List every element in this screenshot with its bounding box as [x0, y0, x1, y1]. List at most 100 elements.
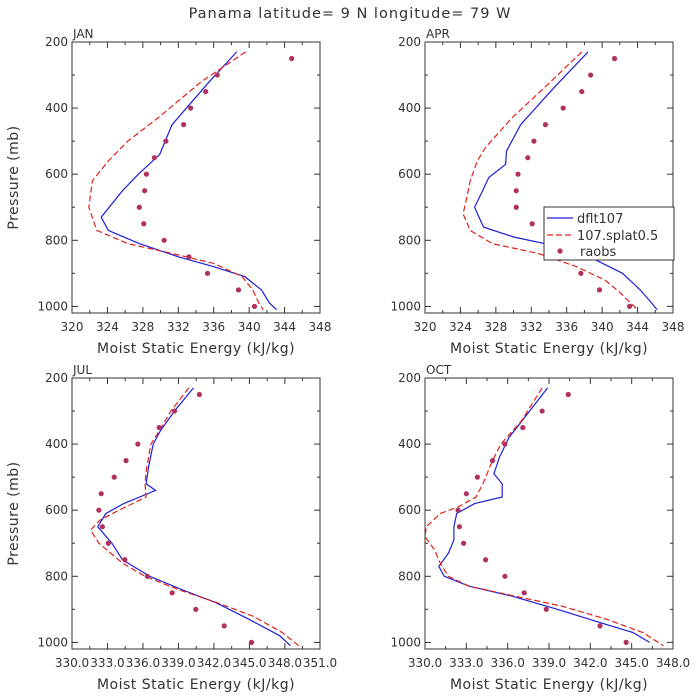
x-axis-label: Moist Static Energy (kJ/kg): [97, 341, 295, 357]
raobs-point: [169, 590, 175, 596]
y-tick-label: 200: [398, 371, 421, 385]
raobs-point: [186, 254, 192, 260]
raobs-point: [111, 474, 117, 480]
y-tick-label: 400: [398, 101, 421, 115]
plot-area: [89, 387, 300, 647]
raobs-point: [161, 237, 167, 243]
x-tick-label: 345.0: [614, 656, 648, 670]
x-tick-label: 324: [449, 320, 472, 334]
series-line-dflt107: [473, 51, 658, 311]
plot-area: [462, 51, 658, 311]
raobs-point: [565, 391, 571, 398]
y-tick-label: 600: [398, 503, 421, 517]
raobs-point: [98, 491, 104, 497]
raobs-point: [456, 524, 463, 530]
y-tick-label: 1000: [37, 635, 68, 649]
raobs-point: [515, 171, 521, 177]
x-tick-label: 336.0: [126, 656, 160, 670]
y-tick-label: 600: [398, 167, 421, 181]
raobs-point: [543, 606, 549, 612]
raobs-point: [181, 122, 187, 128]
raobs-point: [513, 204, 519, 210]
raobs-point: [483, 557, 489, 563]
series-line-107-splat0-5: [462, 51, 639, 311]
y-tick-label: 200: [45, 35, 68, 49]
raobs-point: [460, 540, 467, 546]
raobs-point: [214, 72, 220, 78]
x-tick-label: 333.0: [449, 656, 483, 670]
x-tick-label: 348: [662, 320, 685, 334]
x-tick-label: 340: [238, 320, 261, 334]
legend-swatch-3: [557, 248, 563, 254]
raobs-point: [188, 105, 194, 111]
y-tick-label: 800: [45, 569, 68, 583]
raobs-point: [542, 122, 549, 128]
raobs-point: [141, 221, 147, 227]
raobs-point: [578, 270, 584, 276]
plot-area: [88, 51, 295, 311]
raobs-point: [521, 590, 527, 596]
raobs-point: [513, 188, 519, 194]
raobs-point: [596, 287, 603, 293]
plot-frame: [424, 377, 674, 650]
panel-apr: APR 320 324 328 332 336 340 344 348 200 400 600 800 1…: [390, 27, 684, 357]
legend-label: dflt107: [577, 212, 623, 227]
y-tick-label: 400: [45, 437, 68, 451]
raobs-point: [539, 408, 545, 414]
panel-jan: JAN 320 324 328 332 336 340 344 348 200 400 600 800 1…: [6, 27, 331, 357]
raobs-point: [193, 606, 199, 612]
plot-area: [425, 387, 664, 647]
raobs-point: [588, 72, 594, 78]
raobs-point: [597, 623, 603, 629]
x-tick-label: 344: [273, 320, 296, 334]
x-tick-label: 320: [61, 320, 84, 334]
raobs-point: [151, 155, 157, 161]
x-tick-label: 336.0: [490, 656, 524, 670]
x-tick-label: 344: [626, 320, 649, 334]
raobs-point: [463, 491, 469, 497]
raobs-point: [248, 639, 255, 645]
raobs-point: [135, 441, 141, 447]
x-axis-label: Moist Static Energy (kJ/kg): [97, 677, 295, 693]
raobs-point: [99, 524, 105, 530]
x-tick-label: 333.0: [90, 656, 124, 670]
raobs-point: [502, 441, 508, 447]
raobs-point: [123, 458, 129, 464]
y-tick-label: 1000: [390, 299, 421, 313]
x-tick-label: 332: [167, 320, 190, 334]
x-tick-label: 328: [484, 320, 507, 334]
raobs-point: [142, 188, 148, 194]
series-line-107-splat0-5: [88, 51, 264, 311]
y-axis-label: Pressure (mb): [6, 461, 22, 565]
raobs-point: [502, 573, 508, 579]
series-line-dflt107: [100, 51, 278, 311]
x-tick-label: 328: [131, 320, 154, 334]
y-tick-label: 800: [398, 233, 421, 247]
y-axis-label: Pressure (mb): [6, 125, 22, 229]
x-tick-label: 330.0: [55, 656, 89, 670]
x-tick-label: 348.0: [656, 656, 690, 670]
x-tick-label: 345.0: [232, 656, 266, 670]
raobs-point: [203, 88, 209, 95]
panel-label: JUL: [72, 363, 92, 377]
x-tick-label: 339.0: [532, 656, 566, 670]
y-tick-label: 1000: [37, 299, 68, 313]
x-tick-label: 342.0: [573, 656, 607, 670]
raobs-point: [143, 171, 149, 177]
x-tick-label: 320: [414, 320, 437, 334]
raobs-point: [251, 303, 258, 309]
raobs-point: [489, 458, 496, 464]
raobs-point: [627, 303, 633, 309]
raobs-point: [289, 55, 295, 62]
raobs-point: [531, 138, 537, 144]
raobs-point: [560, 105, 566, 111]
raobs-point: [529, 221, 535, 227]
legend-label: raobs: [580, 245, 617, 260]
raobs-point: [156, 424, 162, 431]
x-tick-label: 330.0: [408, 656, 442, 670]
panel-jul: JUL 330.0 333.0 336.0 339.0 342.0 345.0 348.0 35…: [6, 363, 337, 693]
panel-label: OCT: [426, 363, 452, 377]
x-tick-label: 351.0: [303, 656, 337, 670]
